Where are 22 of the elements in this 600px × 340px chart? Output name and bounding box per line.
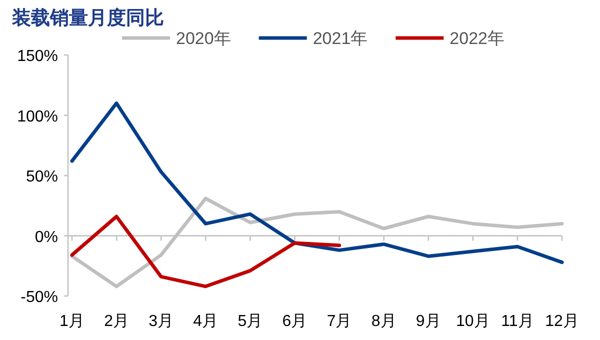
x-tick-label: 2月 bbox=[104, 313, 129, 330]
chart-title: 装载销量月度同比 bbox=[11, 7, 164, 29]
x-tick-label: 4月 bbox=[193, 313, 218, 330]
legend-label: 2021年 bbox=[312, 29, 368, 48]
x-tick-label: 11月 bbox=[501, 313, 534, 330]
x-tick-label: 12月 bbox=[545, 313, 579, 330]
x-tick-label: 8月 bbox=[371, 313, 396, 330]
x-tick-label: 6月 bbox=[282, 313, 308, 330]
y-tick-label: -50% bbox=[20, 289, 58, 306]
legend-label: 2020年 bbox=[176, 29, 231, 48]
y-tick-label: 100% bbox=[17, 108, 58, 126]
x-tick-label: 5月 bbox=[238, 313, 263, 330]
x-tick-label: 7月 bbox=[326, 313, 352, 330]
x-tick-label: 3月 bbox=[148, 313, 174, 330]
y-tick-label: 50% bbox=[26, 168, 58, 186]
x-tick-label: 10月 bbox=[456, 313, 490, 330]
y-tick-label: 0% bbox=[34, 228, 58, 246]
legend-label: 2022年 bbox=[450, 29, 504, 48]
line-series bbox=[70, 214, 342, 288]
y-tick-label: 150% bbox=[17, 48, 58, 65]
x-tick-label: 1月 bbox=[60, 313, 84, 330]
x-tick-label: 9月 bbox=[416, 313, 441, 330]
